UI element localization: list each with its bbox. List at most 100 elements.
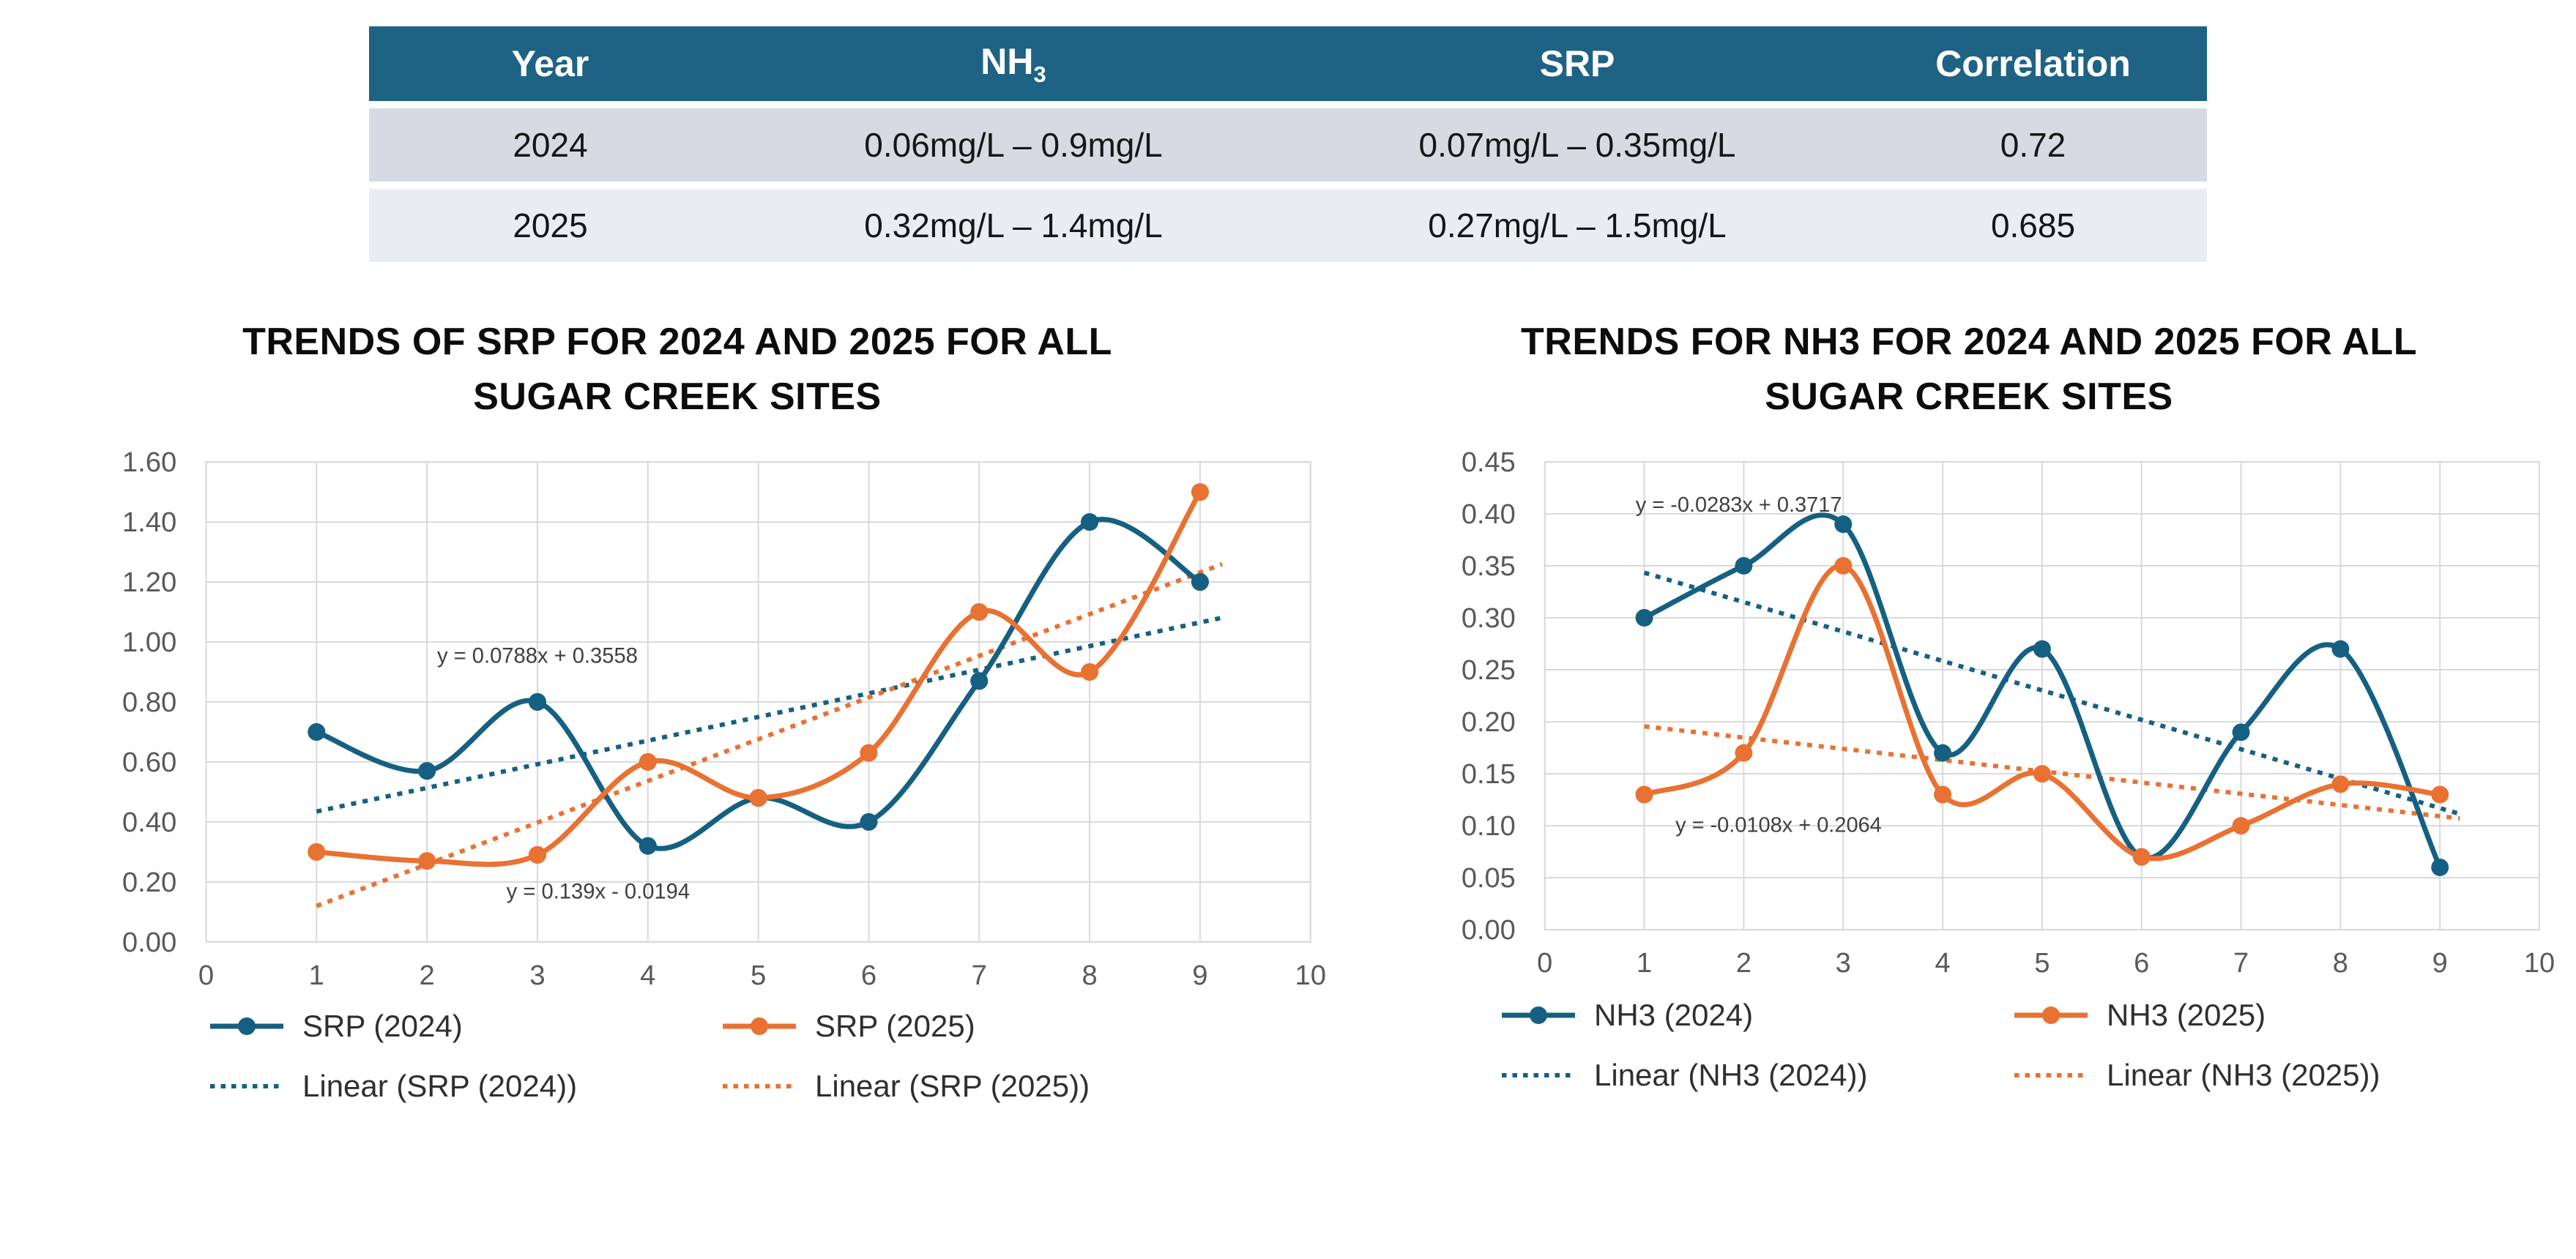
svg-text:0.40: 0.40 (122, 807, 176, 838)
legend-label: NH3 (2024) (1594, 997, 1754, 1032)
srp-chart-title: TRENDS OF SRP FOR 2024 AND 2025 FOR ALL … (15, 315, 1340, 425)
svg-text:1: 1 (309, 960, 324, 990)
svg-text:3: 3 (1836, 948, 1851, 979)
legend-label: Linear (NH3 (2024)) (1594, 1057, 1868, 1092)
legend-item-linear-nh3-2025: Linear (NH3 (2025)) (2013, 1058, 2438, 1093)
svg-text:10: 10 (1295, 960, 1327, 990)
svg-text:y = -0.0283x + 0.3717: y = -0.0283x + 0.3717 (1636, 493, 1842, 517)
svg-text:2: 2 (419, 960, 434, 990)
svg-text:8: 8 (1082, 960, 1097, 990)
nh3-chart-title-line2: SUGAR CREEK SITES (1765, 376, 2173, 419)
cell-correlation: 0.72 (1859, 108, 2207, 182)
legend-item-linear-nh3-2024: Linear (NH3 (2024)) (1500, 1058, 1925, 1093)
nh3-2024-trendline-swatch (1500, 1064, 1577, 1086)
svg-text:0.00: 0.00 (1462, 915, 1516, 946)
svg-text:9: 9 (1192, 960, 1207, 990)
svg-text:6: 6 (2134, 948, 2149, 979)
svg-text:0.40: 0.40 (1462, 499, 1516, 530)
srp-2024-series-swatch (209, 1015, 285, 1037)
nh3-2025-series-swatch (2013, 1004, 2089, 1026)
svg-text:9: 9 (2432, 948, 2448, 979)
svg-text:5: 5 (751, 960, 766, 990)
svg-text:0.20: 0.20 (122, 867, 176, 898)
legend-label: SRP (2024) (302, 1008, 463, 1043)
slide-canvas: { "colors": { "series_blue": "#156082", … (0, 19, 2576, 1259)
col-header-srp: SRP (1295, 26, 1859, 101)
svg-text:5: 5 (2034, 948, 2050, 979)
svg-text:0: 0 (1537, 948, 1552, 979)
svg-text:10: 10 (2524, 948, 2555, 979)
svg-text:1: 1 (1637, 948, 1652, 979)
nh3-chart-plot-area: 0.00 0.05 0.10 0.15 0.20 0.25 0.30 0.35 0.40 0.45… (1462, 447, 2555, 979)
legend-item-srp-2024: SRP (2024) (209, 1009, 633, 1044)
table-header-row: Year NH3 SRP Correlation (369, 26, 2207, 101)
svg-text:1.40: 1.40 (122, 507, 176, 538)
col-header-year-label: Year (511, 43, 589, 84)
legend-label: Linear (SRP (2024)) (302, 1068, 578, 1103)
svg-text:0.00: 0.00 (122, 927, 176, 958)
col-header-nh3: NH3 (732, 26, 1295, 101)
legend-label: Linear (NH3 (2025)) (2107, 1057, 2380, 1092)
nh3-2024-series-swatch (1500, 1004, 1577, 1026)
col-header-correlation: Correlation (1859, 26, 2207, 101)
svg-text:0.60: 0.60 (122, 747, 176, 778)
table-row-2025: 2025 0.32mg/L – 1.4mg/L 0.27mg/L – 1.5mg… (369, 189, 2207, 262)
svg-text:1.60: 1.60 (122, 447, 176, 478)
svg-text:y = 0.139x - 0.0194: y = 0.139x - 0.0194 (507, 880, 690, 903)
charts-row: TRENDS OF SRP FOR 2024 AND 2025 FOR ALL … (0, 315, 2576, 1104)
svg-text:y = -0.0108x + 0.2064: y = -0.0108x + 0.2064 (1675, 813, 1882, 837)
cell-nh3-range: 0.06mg/L – 0.9mg/L (732, 108, 1295, 182)
svg-text:0.05: 0.05 (1462, 863, 1516, 894)
srp-chart-legend: SRP (2024) SRP (2025) Linear (SRP (2024)… (15, 1009, 1340, 1104)
svg-text:6: 6 (861, 960, 876, 990)
water-quality-summary-table: Year NH3 SRP Correlation 2024 0.06mg/L –… (369, 19, 2207, 269)
srp-2025-series-swatch (721, 1015, 797, 1037)
svg-text:7: 7 (972, 960, 987, 990)
srp-chart-title-line1: TRENDS OF SRP FOR 2024 AND 2025 FOR ALL (242, 321, 1112, 363)
col-header-nh3-subscript: 3 (1033, 61, 1046, 87)
col-header-year: Year (369, 26, 732, 101)
legend-item-srp-2025: SRP (2025) (721, 1009, 1146, 1044)
svg-text:3: 3 (529, 960, 545, 990)
cell-nh3-range: 0.32mg/L – 1.4mg/L (732, 189, 1295, 262)
srp-2025-trendline-swatch (721, 1075, 797, 1097)
col-header-correlation-label: Correlation (1935, 43, 2131, 84)
srp-trends-chart: TRENDS OF SRP FOR 2024 AND 2025 FOR ALL … (15, 315, 1340, 1104)
svg-text:0.25: 0.25 (1462, 655, 1516, 686)
nh3-chart-title-line1: TRENDS FOR NH3 FOR 2024 AND 2025 FOR ALL (1521, 321, 2417, 363)
svg-text:0: 0 (198, 960, 214, 990)
legend-item-nh3-2024: NH3 (2024) (1500, 998, 1925, 1033)
svg-text:0.20: 0.20 (1462, 707, 1516, 738)
col-header-srp-label: SRP (1539, 43, 1615, 84)
srp-chart-plot-area: 0.00 0.20 0.40 0.60 0.80 1.00 1.20 1.40 1.60 0 1 2 3… (122, 447, 1327, 990)
nh3-chart-legend: NH3 (2024) NH3 (2025) Linear (NH3 (2024)… (1377, 998, 2561, 1093)
legend-label: NH3 (2025) (2107, 997, 2266, 1032)
cell-srp-range: 0.07mg/L – 0.35mg/L (1295, 108, 1859, 182)
svg-text:y = 0.0788x + 0.3558: y = 0.0788x + 0.3558 (437, 644, 638, 668)
svg-text:2: 2 (1736, 948, 1752, 979)
svg-text:0.15: 0.15 (1462, 759, 1516, 790)
legend-item-nh3-2025: NH3 (2025) (2013, 998, 2438, 1033)
svg-text:4: 4 (640, 960, 655, 990)
svg-text:0.35: 0.35 (1462, 551, 1516, 582)
nh3-chart-title: TRENDS FOR NH3 FOR 2024 AND 2025 FOR ALL… (1377, 315, 2561, 425)
svg-text:0.80: 0.80 (122, 687, 176, 718)
legend-item-linear-srp-2024: Linear (SRP (2024)) (209, 1069, 633, 1104)
srp-2024-trendline-swatch (209, 1075, 285, 1097)
svg-text:1.20: 1.20 (122, 567, 176, 598)
legend-item-linear-srp-2025: Linear (SRP (2025)) (721, 1069, 1146, 1104)
col-header-nh3-label: NH (980, 40, 1034, 82)
svg-text:0.30: 0.30 (1462, 603, 1516, 634)
svg-text:0.10: 0.10 (1462, 811, 1516, 842)
srp-chart-title-line2: SUGAR CREEK SITES (473, 376, 882, 419)
nh3-2025-trendline-swatch (2013, 1064, 2089, 1086)
svg-text:0.45: 0.45 (1462, 447, 1516, 478)
table-row-2024: 2024 0.06mg/L – 0.9mg/L 0.07mg/L – 0.35m… (369, 108, 2207, 182)
svg-text:4: 4 (1935, 948, 1950, 979)
cell-srp-range: 0.27mg/L – 1.5mg/L (1295, 189, 1859, 262)
cell-correlation: 0.685 (1859, 189, 2207, 262)
cell-year: 2024 (369, 108, 732, 182)
nh3-trends-chart: TRENDS FOR NH3 FOR 2024 AND 2025 FOR ALL… (1377, 315, 2561, 1093)
legend-label: Linear (SRP (2025)) (815, 1068, 1090, 1103)
cell-year: 2025 (369, 189, 732, 262)
